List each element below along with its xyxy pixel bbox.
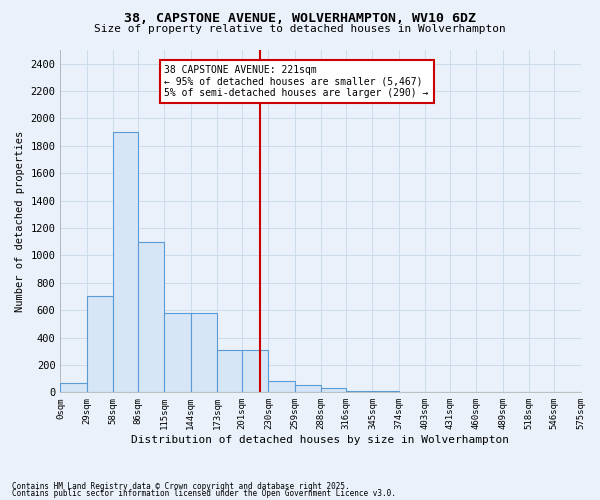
Bar xyxy=(346,391,373,392)
X-axis label: Distribution of detached houses by size in Wolverhampton: Distribution of detached houses by size … xyxy=(131,435,509,445)
Bar xyxy=(113,132,138,392)
Bar xyxy=(373,391,398,392)
Text: 38, CAPSTONE AVENUE, WOLVERHAMPTON, WV10 6DZ: 38, CAPSTONE AVENUE, WOLVERHAMPTON, WV10… xyxy=(124,12,476,26)
Bar xyxy=(86,296,113,392)
Bar xyxy=(321,388,346,392)
Bar xyxy=(268,382,295,392)
Bar xyxy=(217,350,242,393)
Bar xyxy=(191,313,217,392)
Text: Size of property relative to detached houses in Wolverhampton: Size of property relative to detached ho… xyxy=(94,24,506,34)
Text: Contains HM Land Registry data © Crown copyright and database right 2025.: Contains HM Land Registry data © Crown c… xyxy=(12,482,350,491)
Bar xyxy=(242,350,268,393)
Bar xyxy=(138,242,164,392)
Bar xyxy=(164,313,191,392)
Bar xyxy=(295,386,321,392)
Bar xyxy=(61,382,86,392)
Y-axis label: Number of detached properties: Number of detached properties xyxy=(15,130,25,312)
Text: 38 CAPSTONE AVENUE: 221sqm
← 95% of detached houses are smaller (5,467)
5% of se: 38 CAPSTONE AVENUE: 221sqm ← 95% of deta… xyxy=(164,65,429,98)
Text: Contains public sector information licensed under the Open Government Licence v3: Contains public sector information licen… xyxy=(12,490,396,498)
